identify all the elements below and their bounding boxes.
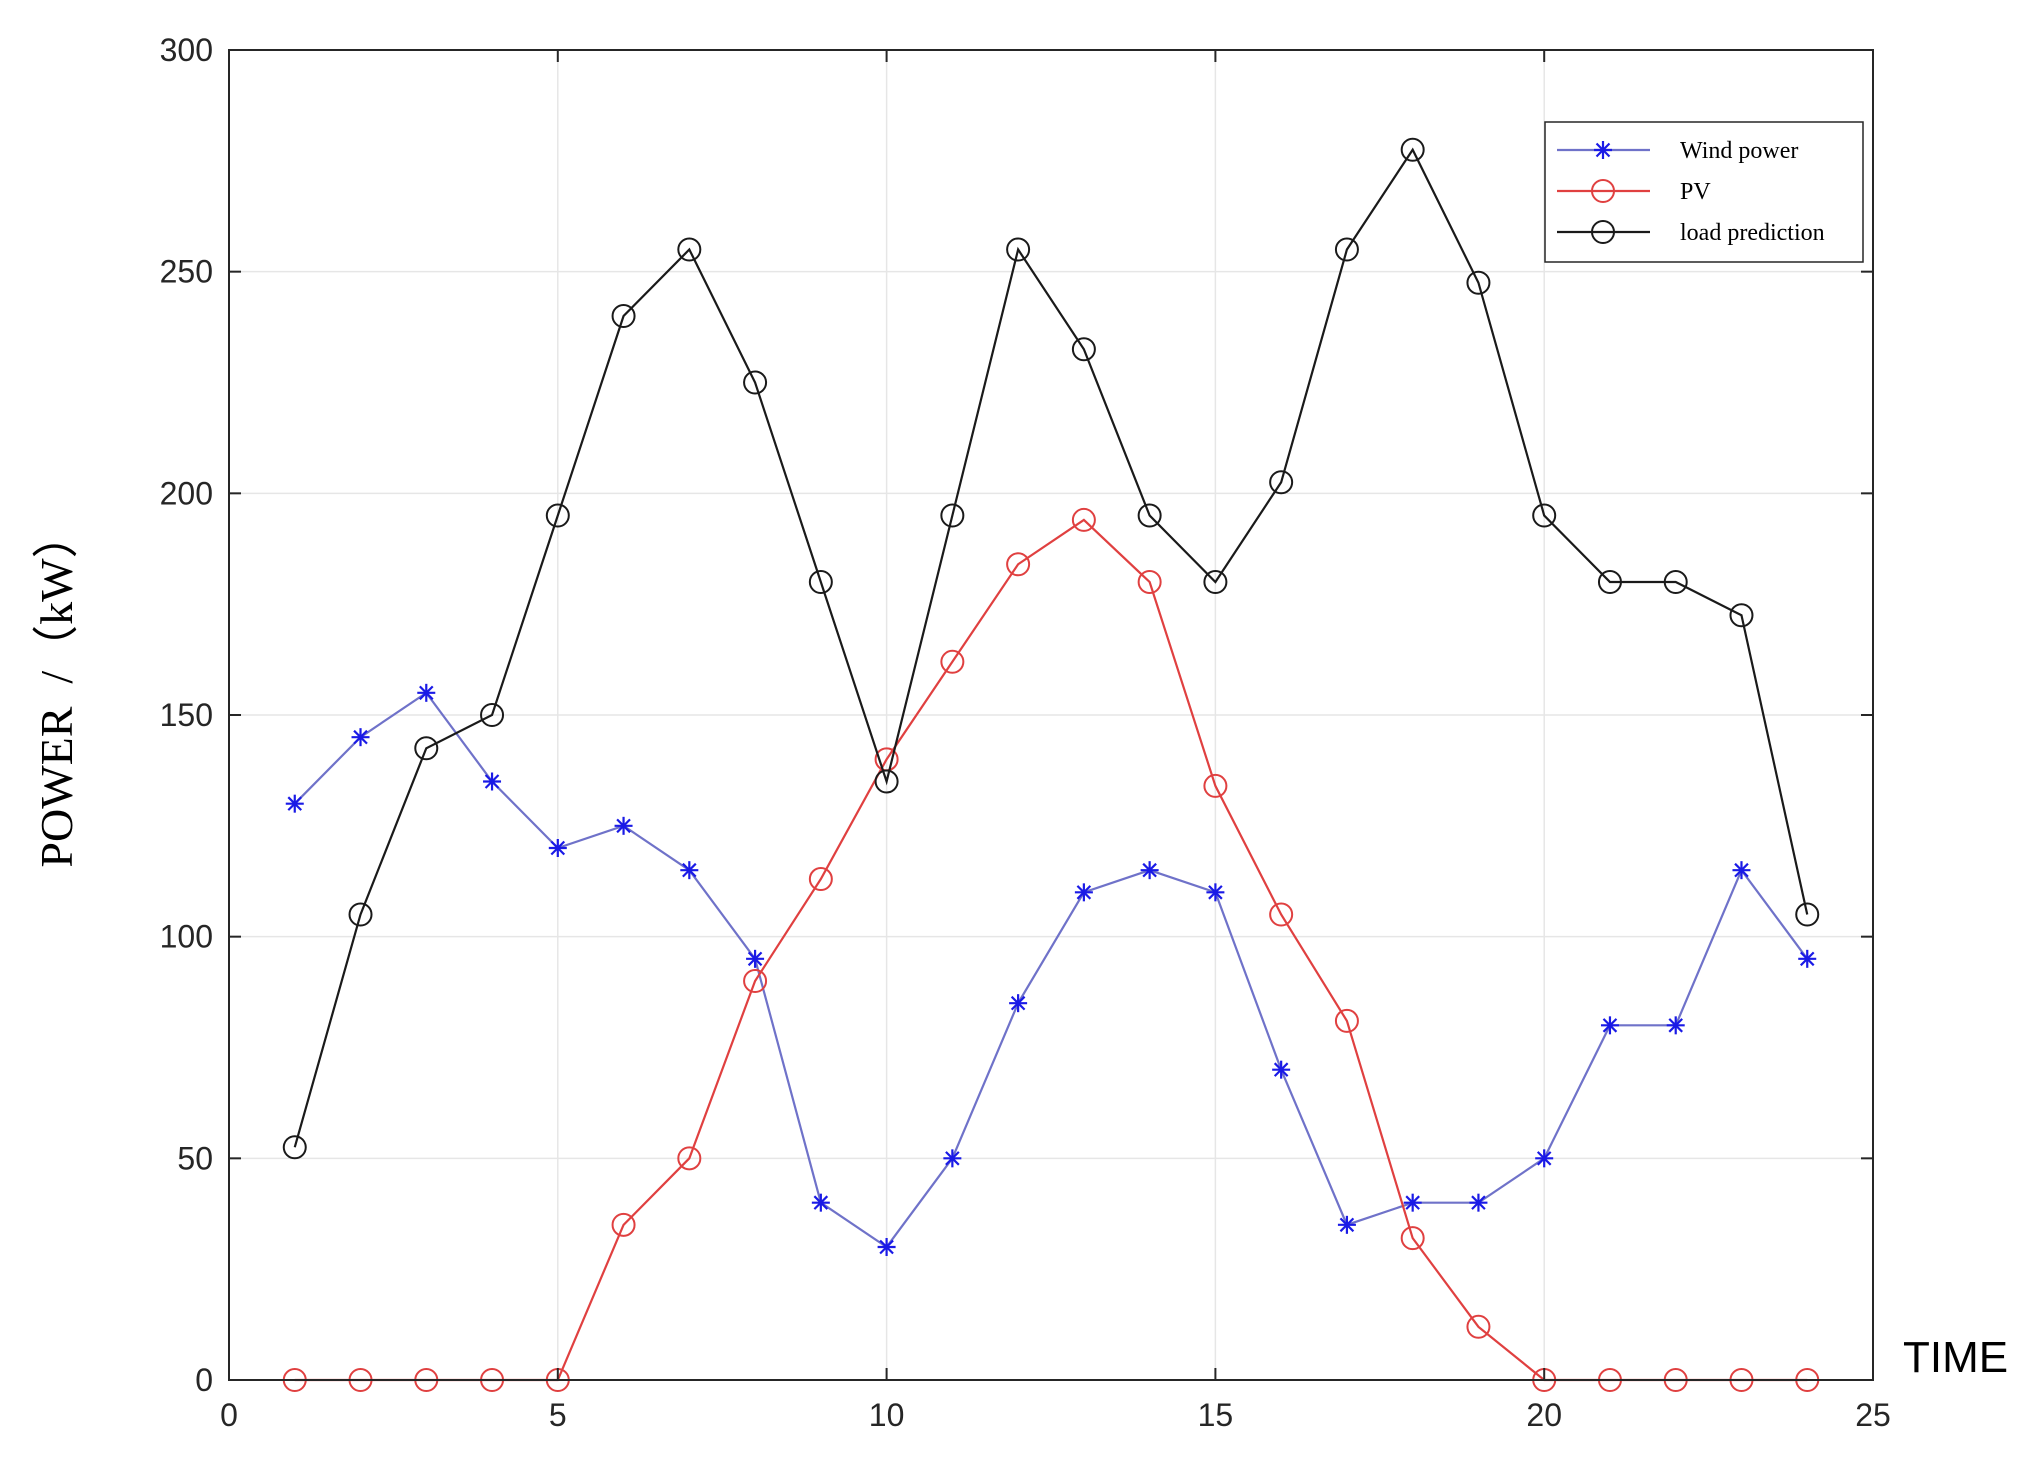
data-point-load-prediction (940, 503, 965, 528)
x-tick-label: 25 (1855, 1397, 1891, 1433)
data-point-wind-power (1337, 1215, 1356, 1234)
data-point-load-prediction (414, 736, 439, 761)
data-point-wind-power (680, 861, 699, 880)
data-point-wind-power (285, 794, 304, 813)
data-point-wind-power (1074, 883, 1093, 902)
data-point-pv (808, 867, 833, 892)
y-tick-label: 0 (195, 1362, 213, 1398)
data-point-wind-power (746, 949, 765, 968)
data-point-load-prediction (611, 304, 636, 328)
legend-item-load-prediction: load prediction (1557, 220, 1825, 246)
y-tick-label: 150 (160, 697, 213, 733)
data-point-load-prediction (1269, 470, 1294, 495)
data-point-load-prediction (1006, 237, 1031, 262)
legend-label: load prediction (1680, 220, 1825, 246)
data-point-load-prediction (743, 370, 768, 395)
series-wind-power (285, 683, 1817, 1256)
legend: Wind power PV load prediction (1544, 121, 1864, 263)
y-axis-title: POWER /（kW） (31, 512, 82, 867)
data-point-load-prediction (1597, 570, 1622, 594)
data-point-wind-power (1403, 1193, 1422, 1212)
legend-label: Wind power (1680, 138, 1798, 164)
data-point-load-prediction (1466, 270, 1491, 295)
data-point-pv (1071, 507, 1096, 532)
y-tick-label: 300 (160, 32, 213, 68)
x-tick-label: 0 (220, 1397, 238, 1433)
data-point-wind-power (548, 839, 567, 857)
y-tick-label: 50 (177, 1140, 213, 1176)
data-point-wind-power (811, 1193, 830, 1212)
data-point-wind-power (877, 1238, 896, 1256)
data-point-load-prediction (1400, 137, 1425, 162)
data-point-load-prediction (348, 902, 373, 927)
data-point-wind-power (417, 683, 436, 702)
data-point-pv (1466, 1314, 1491, 1339)
data-point-wind-power (1666, 1016, 1685, 1035)
series-load-prediction (282, 137, 1820, 1160)
data-point-load-prediction (1334, 237, 1359, 262)
y-tick-label: 100 (160, 919, 213, 955)
series-line-load-prediction (293, 147, 1809, 1148)
legend-item-pv: PV (1557, 179, 1711, 205)
data-point-pv (677, 1146, 702, 1171)
series-line-pv (294, 518, 1808, 1382)
data-point-load-prediction (677, 237, 702, 262)
data-point-pv (1269, 902, 1294, 927)
data-point-wind-power (1535, 1149, 1554, 1168)
data-point-wind-power (1140, 861, 1159, 880)
legend-item-wind-power: Wind power (1557, 138, 1798, 164)
data-point-load-prediction (1663, 570, 1688, 594)
legend-swatch-marker (1591, 179, 1615, 203)
data-point-wind-power (943, 1149, 962, 1168)
data-point-load-prediction (1729, 603, 1754, 628)
x-axis-title: TIME (1903, 1333, 2008, 1382)
x-tick-label: 15 (1198, 1397, 1234, 1433)
x-tick-label: 20 (1526, 1397, 1562, 1433)
data-point-load-prediction (1203, 570, 1228, 594)
data-point-wind-power (1600, 1016, 1619, 1035)
data-point-pv (1400, 1226, 1425, 1251)
y-tick-label: 200 (160, 475, 213, 511)
data-point-load-prediction (1137, 503, 1162, 528)
series-pv (282, 507, 1820, 1392)
x-tick-label: 10 (869, 1397, 905, 1433)
data-point-pv (743, 969, 768, 993)
legend-label: PV (1680, 179, 1711, 205)
data-point-wind-power (614, 816, 633, 835)
data-point-pv (611, 1212, 636, 1237)
data-point-wind-power (483, 772, 502, 791)
data-point-load-prediction (480, 703, 505, 727)
data-point-wind-power (1732, 861, 1751, 880)
x-tick-label: 5 (549, 1397, 567, 1433)
data-point-pv (1334, 1008, 1359, 1033)
data-point-load-prediction (1532, 503, 1557, 528)
data-point-pv (1203, 773, 1228, 798)
data-point-pv (940, 649, 965, 674)
series-layer (282, 137, 1820, 1392)
data-point-wind-power (1469, 1193, 1488, 1212)
data-point-pv (1006, 552, 1031, 577)
data-point-wind-power (1206, 883, 1225, 902)
data-point-wind-power (1798, 949, 1817, 968)
data-point-load-prediction (1071, 337, 1096, 362)
legend-swatch-marker (1594, 141, 1612, 159)
y-tick-label: 250 (160, 254, 213, 290)
data-point-load-prediction (808, 570, 833, 594)
series-line-wind-power (293, 691, 1809, 1249)
data-point-wind-power (351, 728, 370, 747)
data-point-pv (1137, 570, 1162, 594)
data-point-load-prediction (545, 503, 570, 528)
legend-swatch-marker (1591, 220, 1615, 244)
data-point-wind-power (1009, 994, 1028, 1013)
data-point-load-prediction (874, 769, 899, 794)
data-point-load-prediction (1795, 902, 1820, 927)
data-point-wind-power (1272, 1060, 1291, 1079)
data-point-load-prediction (282, 1135, 307, 1160)
